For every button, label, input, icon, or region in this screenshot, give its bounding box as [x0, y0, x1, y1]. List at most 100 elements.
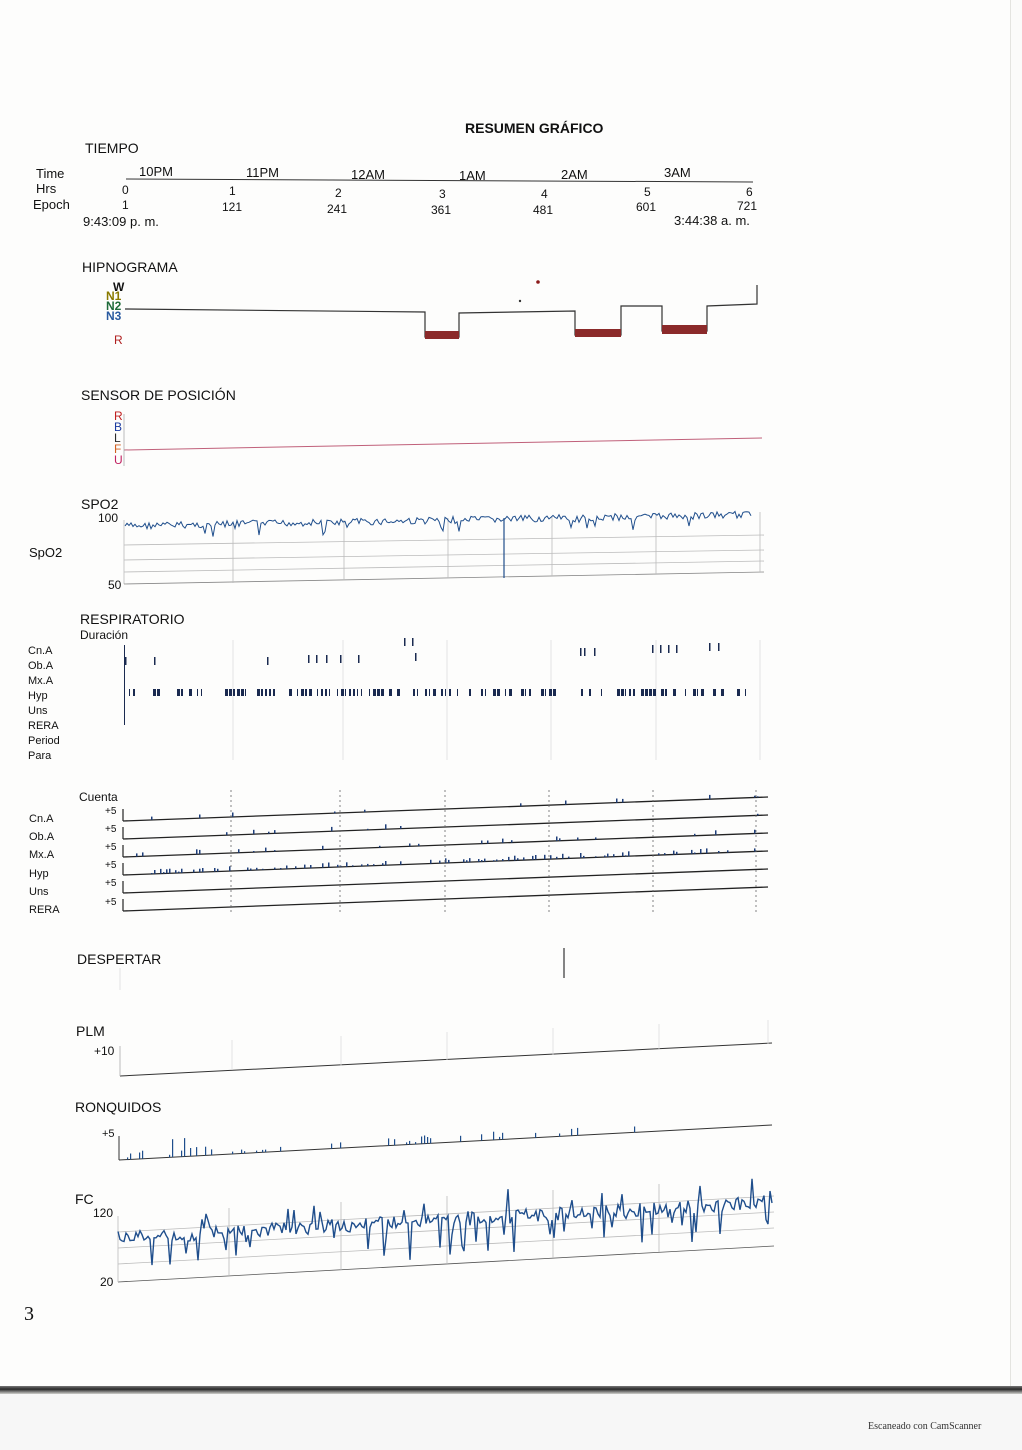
event-bar	[269, 689, 271, 696]
event-bar	[469, 689, 471, 696]
event-bar	[289, 689, 292, 696]
snore-bar	[634, 1127, 635, 1133]
event-bar	[157, 689, 160, 696]
event-bar	[629, 689, 631, 696]
count-bar	[154, 870, 156, 874]
count-bar	[487, 841, 489, 844]
count-bar	[331, 827, 333, 831]
event-bar	[245, 689, 246, 696]
hypnogram-trace	[125, 280, 757, 339]
event-bar	[340, 655, 342, 663]
event-bar	[497, 689, 500, 696]
event-bar	[625, 689, 626, 696]
event-bar	[697, 689, 698, 696]
count-bar	[484, 859, 486, 862]
count-bar	[250, 869, 252, 871]
count-bar	[232, 813, 234, 817]
count-bar	[448, 860, 450, 863]
event-bar	[197, 689, 198, 696]
count-bar	[169, 869, 171, 874]
event-bar	[553, 689, 556, 696]
count-bar	[658, 853, 660, 855]
event-bar	[325, 689, 327, 696]
event-bar	[308, 655, 310, 663]
event-bar	[685, 689, 686, 696]
count-bar	[535, 855, 537, 860]
count-bar	[199, 850, 201, 854]
count-bar	[556, 837, 558, 841]
count-bar	[274, 868, 276, 870]
count-bar	[310, 865, 312, 868]
count-bar	[175, 870, 177, 873]
event-bar	[529, 689, 531, 696]
count-bar	[142, 852, 144, 856]
event-bar	[449, 689, 451, 696]
count-bar	[508, 857, 510, 861]
count-bar	[352, 865, 354, 866]
snore-bar	[331, 1144, 332, 1149]
event-bar	[417, 689, 418, 696]
snore-bar	[172, 1139, 173, 1157]
count-bar	[361, 864, 363, 866]
count-bar	[199, 815, 201, 819]
snore-bar	[559, 1134, 560, 1137]
count-bar	[604, 856, 606, 858]
event-bar	[153, 689, 156, 696]
snore-bar	[421, 1137, 422, 1144]
count-bar	[409, 844, 411, 847]
count-bar	[274, 850, 276, 851]
count-bar	[754, 848, 756, 851]
count-bar	[439, 861, 441, 864]
event-bar	[433, 689, 436, 696]
count-bar	[517, 858, 519, 860]
count-bar	[478, 859, 480, 862]
fc-plot-frame	[118, 1184, 774, 1282]
snore-bar	[142, 1151, 143, 1159]
spo2-trace	[125, 512, 751, 537]
snore-bar	[211, 1149, 212, 1155]
snore-bar	[169, 1155, 170, 1158]
event-bar	[317, 689, 318, 696]
position-trace	[124, 438, 762, 450]
count-bar	[400, 861, 402, 864]
event-bar	[661, 689, 664, 696]
event-bar	[404, 638, 406, 646]
count-bar	[565, 801, 567, 805]
count-bar	[385, 824, 387, 829]
event-bar	[381, 689, 384, 696]
count-bar	[496, 860, 498, 862]
event-bar	[580, 648, 582, 656]
count-bar	[253, 830, 255, 834]
event-bar	[549, 689, 552, 696]
count-bar	[217, 869, 219, 872]
count-bar	[556, 857, 558, 859]
event-bar	[341, 689, 344, 696]
event-bar	[133, 689, 135, 696]
snore-bar	[415, 1142, 416, 1144]
fc-trace	[118, 1179, 772, 1265]
event-bar	[721, 689, 724, 696]
snore-bar	[388, 1138, 389, 1145]
snore-bar	[244, 1151, 245, 1153]
count-bar	[544, 855, 546, 860]
event-bar	[745, 689, 746, 696]
event-bar	[676, 645, 678, 653]
count-bar	[625, 855, 627, 856]
event-bar	[665, 689, 667, 696]
count-bar	[520, 803, 522, 806]
snore-bar	[493, 1132, 494, 1140]
event-bar	[594, 648, 596, 656]
count-bar	[562, 854, 564, 859]
count-bar	[577, 838, 579, 841]
event-bar	[309, 689, 312, 696]
event-bar	[301, 689, 304, 696]
count-bar	[706, 848, 708, 853]
event-bar	[589, 689, 591, 696]
count-bar	[754, 830, 756, 834]
event-bar	[369, 689, 370, 696]
event-bar	[673, 689, 676, 696]
count-bar	[550, 855, 552, 859]
count-bar	[607, 854, 609, 857]
count-bar	[367, 864, 369, 866]
count-bar	[268, 832, 270, 834]
